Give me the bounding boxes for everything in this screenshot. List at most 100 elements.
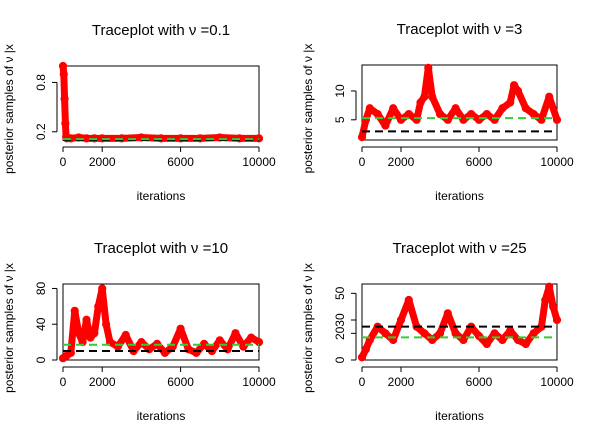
trace-point	[451, 104, 460, 113]
trace-point	[548, 302, 558, 311]
trace-point	[498, 335, 507, 345]
trace-point	[541, 295, 550, 305]
x-tick-label: 10000	[242, 155, 276, 169]
x-tick-label: 2000	[388, 155, 415, 169]
trace-point	[474, 115, 484, 124]
trace-point	[381, 329, 390, 338]
trace-point	[381, 121, 390, 130]
trace-point	[61, 119, 70, 128]
x-tick-label: 2000	[89, 155, 116, 169]
trace-point	[537, 115, 546, 124]
trace-point	[404, 295, 413, 305]
trace-point	[145, 345, 154, 354]
trace-point	[361, 345, 370, 354]
trace-point	[160, 348, 170, 357]
x-tick-label: 6000	[466, 155, 493, 169]
x-axis-label: iterations	[435, 189, 484, 203]
trace-line	[59, 285, 263, 362]
y-tick-label: 0	[34, 356, 48, 363]
y-axis-label: posterior samples of ν |x	[301, 44, 315, 174]
x-tick-label: 6000	[466, 375, 493, 389]
trace-point	[184, 345, 193, 354]
trace-point	[506, 98, 515, 107]
trace-point	[389, 104, 398, 113]
y-tick-label: 50	[333, 286, 347, 300]
y-tick-label: 80	[34, 281, 48, 295]
chart-title: Traceplot with ν =10	[94, 240, 228, 257]
trace-point	[521, 104, 530, 113]
trace-point	[545, 92, 554, 101]
chart-title: Traceplot with ν =0.1	[92, 22, 230, 39]
y-tick-label: 5	[333, 116, 347, 123]
x-tick-label: 6000	[167, 375, 194, 389]
trace-point	[66, 348, 75, 357]
trace-point	[412, 115, 421, 124]
x-axis-label: iterations	[435, 409, 484, 423]
trace-point	[59, 70, 68, 79]
trace-point	[247, 333, 256, 342]
trace-point	[482, 339, 491, 349]
plot-box	[361, 64, 558, 141]
y-axis-label: posterior samples of ν |x	[2, 44, 16, 174]
trace-point	[474, 331, 484, 341]
y-axis-label: posterior samples of ν |x	[301, 263, 315, 393]
x-tick-label: 10000	[540, 375, 574, 389]
x-tick-label: 6000	[167, 155, 194, 169]
trace-point	[490, 115, 499, 124]
x-tick-label: 10000	[242, 375, 276, 389]
trace-point	[365, 104, 374, 113]
trace-point	[94, 302, 103, 311]
trace-point	[74, 329, 83, 338]
trace-point	[137, 133, 146, 142]
y-tick-label: 20	[333, 326, 347, 340]
trace-point	[82, 315, 91, 324]
trace-point	[58, 61, 68, 71]
x-tick-label: 0	[359, 375, 366, 389]
trace-point	[361, 115, 370, 124]
trace-point	[102, 320, 111, 329]
x-tick-label: 0	[60, 375, 67, 389]
plot-box	[361, 283, 558, 361]
trace-point	[552, 115, 562, 124]
trace-point	[443, 309, 452, 318]
trace-point	[215, 133, 224, 142]
trace-point	[443, 115, 452, 124]
plot-box	[62, 65, 260, 141]
panel-2	[351, 63, 562, 152]
trace-point	[420, 92, 429, 101]
trace-point	[509, 81, 519, 90]
x-tick-label: 2000	[89, 375, 116, 389]
chart-title: Traceplot with ν =25	[392, 240, 526, 257]
y-tick-label: 0.8	[34, 74, 48, 91]
trace-point	[428, 92, 437, 101]
trace-point	[416, 98, 425, 107]
trace-point	[459, 335, 468, 345]
panel-3	[52, 283, 264, 372]
panel-4	[351, 282, 562, 372]
trace-point	[74, 133, 83, 142]
trace-point	[105, 338, 115, 347]
trace-point	[396, 115, 406, 124]
trace-point	[552, 315, 562, 325]
y-tick-label: 40	[34, 317, 48, 331]
trace-point	[223, 345, 232, 354]
trace-point	[70, 306, 79, 315]
trace-line	[59, 62, 263, 142]
chart-title: Traceplot with ν =3	[397, 21, 523, 38]
trace-point	[357, 353, 367, 362]
trace-point	[98, 284, 107, 293]
trace-point	[424, 63, 433, 72]
trace-point	[545, 282, 554, 291]
trace-point	[231, 329, 240, 338]
trace-point	[420, 329, 429, 338]
trace-point	[357, 133, 367, 142]
x-tick-label: 10000	[540, 155, 574, 169]
trace-point	[192, 348, 201, 357]
trace-point	[254, 134, 264, 143]
y-axis-label: posterior samples of ν |x	[2, 263, 16, 393]
x-tick-label: 0	[60, 155, 67, 169]
x-tick-label: 0	[359, 155, 366, 169]
trace-point	[60, 94, 69, 103]
plot-box	[62, 283, 260, 361]
